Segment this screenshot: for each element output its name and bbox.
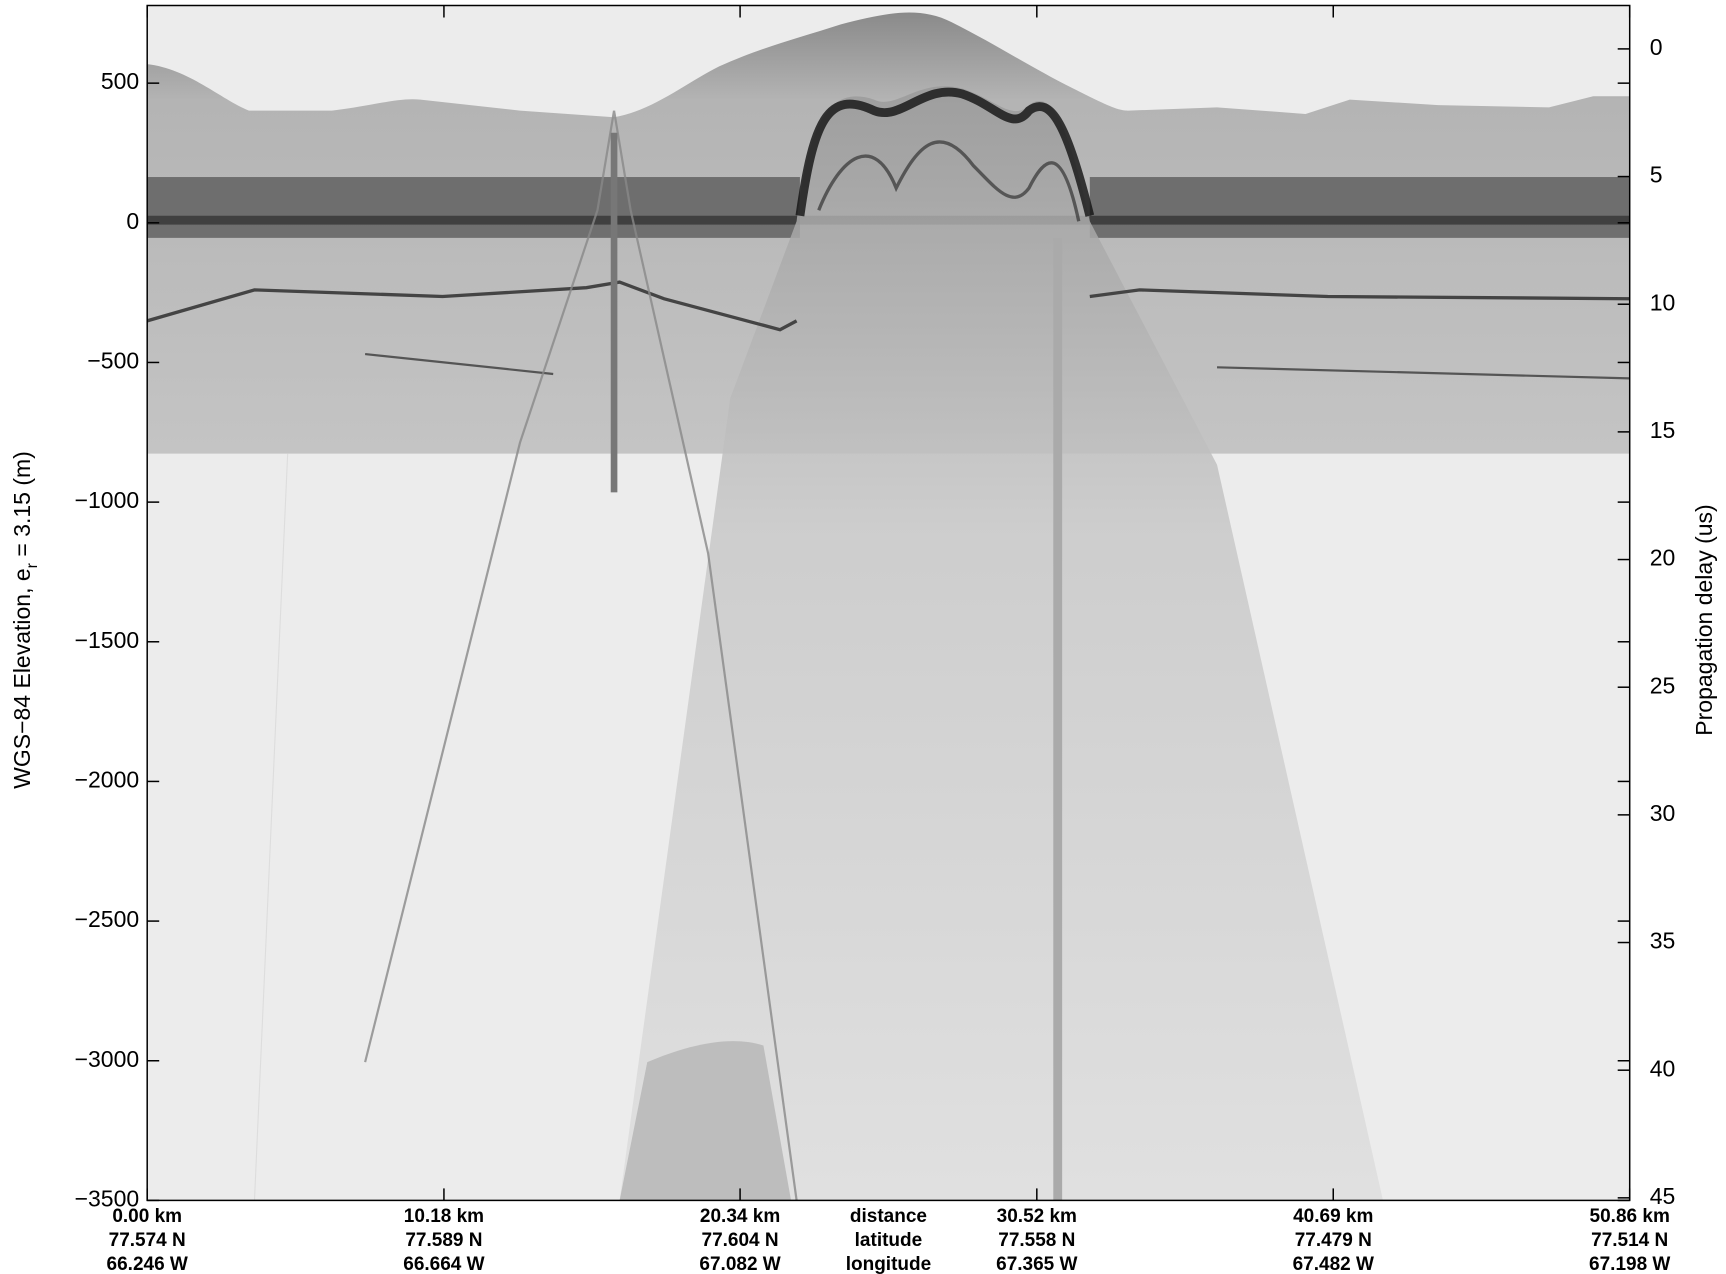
- y-tick-label: −3000: [75, 1046, 140, 1072]
- x-tick-label: 0.00 km: [112, 1206, 182, 1227]
- x-tick-label: 30.52 km: [997, 1206, 1077, 1227]
- y2-tick-label: 5: [1650, 162, 1663, 188]
- x-row-name: latitude: [855, 1230, 923, 1251]
- x-tick-latitude: 77.558 N: [998, 1230, 1075, 1251]
- y2-tick-label: 0: [1650, 34, 1663, 60]
- y2-tick-label: 40: [1650, 1055, 1676, 1081]
- x-tick-label: 10.18 km: [404, 1206, 484, 1227]
- y-axis-label-subscript: r: [24, 562, 41, 568]
- x-tick-label: 50.86 km: [1590, 1206, 1670, 1227]
- y2-axis-label: Propagation delay (us): [1691, 504, 1717, 735]
- y-axis-label-part: WGS−84 Elevation, e: [9, 568, 35, 789]
- x-tick-latitude: 77.589 N: [405, 1230, 482, 1251]
- y-tick-label: −3500: [75, 1185, 140, 1211]
- x-tick-label: 20.34 km: [700, 1206, 780, 1227]
- x-tick-longitude: 67.198 W: [1589, 1254, 1670, 1274]
- x-tick-longitude: 66.246 W: [107, 1254, 188, 1274]
- x-row-name: distance: [850, 1206, 927, 1227]
- y-axis-label-part: = 3.15 (m): [9, 451, 35, 563]
- x-tick-latitude: 77.604 N: [702, 1230, 779, 1251]
- echogram-image: [147, 5, 1630, 1201]
- x-tick-longitude: 67.082 W: [699, 1254, 780, 1274]
- plot-frame: [146, 4, 1631, 1202]
- y2-tick-label: 35: [1650, 928, 1676, 954]
- x-tick-longitude: 67.482 W: [1293, 1254, 1374, 1274]
- y-tick-label: −1500: [75, 627, 140, 653]
- y-tick-label: −500: [87, 348, 139, 374]
- y2-tick-label: 20: [1650, 545, 1676, 571]
- x-tick-label: 40.69 km: [1293, 1206, 1373, 1227]
- y2-tick-label: 30: [1650, 800, 1676, 826]
- y2-tick-label: 10: [1650, 289, 1676, 315]
- y-tick-label: 0: [126, 208, 139, 234]
- y-axis-label: WGS−84 Elevation, er = 3.15 (m): [9, 451, 41, 789]
- y-tick-label: −2000: [75, 767, 140, 793]
- x-tick-latitude: 77.479 N: [1295, 1230, 1372, 1251]
- x-tick-longitude: 66.664 W: [403, 1254, 484, 1274]
- x-tick-longitude: 67.365 W: [996, 1254, 1077, 1274]
- x-tick-latitude: 77.574 N: [109, 1230, 186, 1251]
- y-tick-label: 500: [101, 68, 139, 94]
- y2-tick-label: 15: [1650, 417, 1676, 443]
- y-tick-label: −2500: [75, 906, 140, 932]
- y2-tick-label: 45: [1650, 1183, 1676, 1209]
- x-row-name: longitude: [846, 1254, 931, 1274]
- y2-tick-label: 25: [1650, 672, 1676, 698]
- y-tick-label: −1000: [75, 487, 140, 513]
- x-tick-latitude: 77.514 N: [1591, 1230, 1668, 1251]
